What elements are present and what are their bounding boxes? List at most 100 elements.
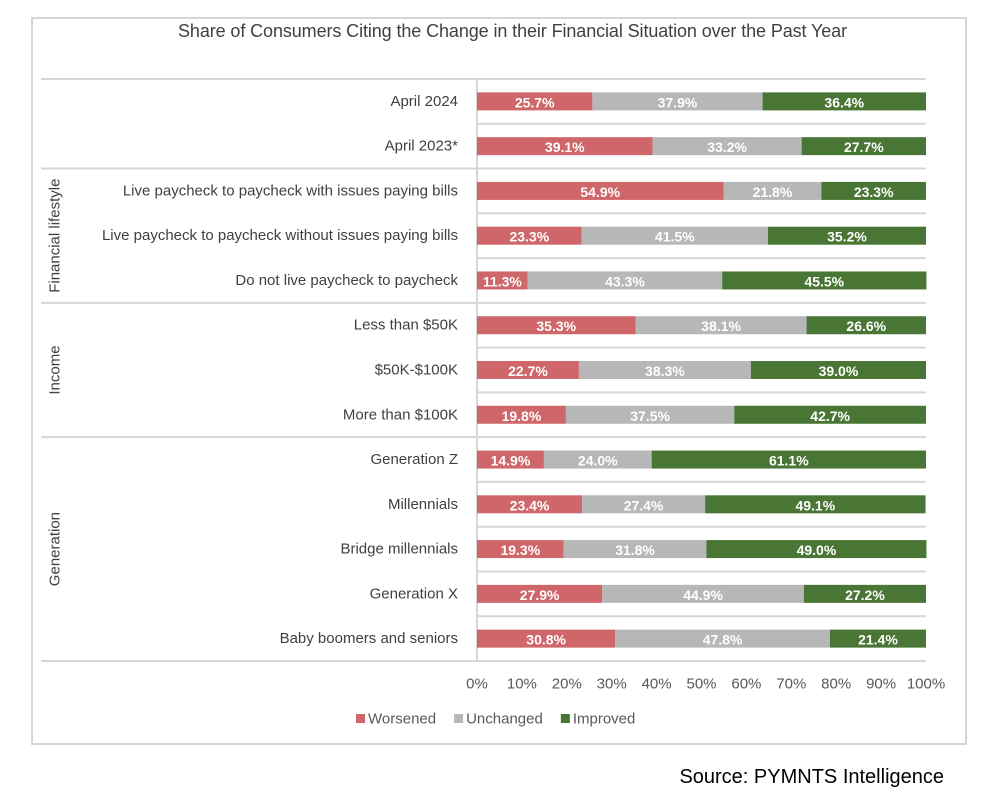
legend-swatch-unchanged [454,714,464,724]
bar-segment-worsened [477,92,593,111]
category-label: More than $100K [343,406,458,423]
x-tick-label: 10% [507,676,537,693]
data-label: 27.7% [844,139,884,155]
data-label: 35.3% [536,318,576,334]
data-label: 25.7% [515,94,555,110]
bar-segment-unchanged [615,629,830,648]
x-tick-label: 0% [466,676,488,693]
bar-segment-unchanged [652,137,802,156]
x-tick-label: 20% [552,676,582,693]
bar-segment-improved [706,540,927,559]
bar-segment-unchanged [592,92,763,111]
data-label: 39.0% [819,363,859,379]
group-label-financial-lifestyle: Financial lifestyle [47,179,64,293]
data-label: 23.4% [510,497,550,513]
data-label: 23.3% [854,184,894,200]
data-label: 27.9% [520,587,560,603]
data-label: 49.0% [797,542,837,558]
bar-segment-unchanged [635,316,807,335]
bar-segment-unchanged [581,226,768,245]
category-label: Baby boomers and seniors [280,630,458,647]
data-label: 30.8% [526,632,566,648]
data-label: 37.9% [658,94,698,110]
legend-label-improved: Improved [573,711,636,728]
bar-segment-improved [705,495,926,514]
data-label: 11.3% [483,273,522,289]
bar-segment-improved [762,92,926,111]
legend-label-worsened: Worsened [368,711,436,728]
legend-label-unchanged: Unchanged [466,711,543,728]
bar-segment-improved [651,450,926,469]
data-label: 38.3% [645,363,685,379]
bar-segment-worsened [477,495,583,514]
category-label: Generation X [370,585,458,602]
data-label: 42.7% [810,408,850,424]
bar-segment-unchanged [527,271,723,290]
bar-segment-unchanged [563,540,707,559]
data-label: 36.4% [824,94,864,110]
bar-segment-improved [821,181,926,200]
data-label: 35.2% [827,229,867,245]
data-label: 24.0% [578,453,618,469]
data-label: 31.8% [615,542,655,558]
bar-segment-improved [803,584,926,603]
bar-segment-unchanged [602,584,804,603]
data-label: 47.8% [703,632,743,648]
bar-segment-improved [801,137,926,156]
bar-segment-improved [750,361,926,380]
bar-segment-improved [829,629,926,648]
data-label: 37.5% [630,408,670,424]
category-label: Live paycheck to paycheck without issues… [102,227,458,244]
data-label: 49.1% [795,497,835,513]
category-label: $50K-$100K [375,362,458,379]
data-label: 14.9% [491,453,531,469]
x-tick-label: 30% [597,676,627,693]
bar-segment-worsened [477,361,579,380]
data-label: 23.3% [509,229,549,245]
bar-segment-improved [767,226,926,245]
data-label: 21.4% [858,632,898,648]
bar-segment-improved [806,316,926,335]
data-label: 41.5% [655,229,695,245]
data-label: 44.9% [683,587,723,603]
category-label: April 2023* [385,138,459,155]
data-label: 54.9% [580,184,620,200]
data-label: 22.7% [508,363,548,379]
data-label: 38.1% [701,318,741,334]
data-label: 27.4% [624,497,664,513]
bar-segment-unchanged [543,450,652,469]
category-label: Bridge millennials [340,541,458,558]
chart-title: Share of Consumers Citing the Change in … [178,21,847,41]
bar-segment-unchanged [723,181,822,200]
category-label: Less than $50K [354,317,458,334]
category-label: Live paycheck to paycheck with issues pa… [123,182,458,199]
bar-segment-worsened [477,181,724,200]
data-label: 45.5% [804,273,844,289]
bar-segment-worsened [477,271,528,290]
bar-segment-worsened [477,450,544,469]
x-tick-label: 100% [907,676,945,693]
bar-segment-unchanged [578,361,751,380]
category-label: Millennials [388,496,458,513]
x-tick-label: 60% [731,676,761,693]
data-label: 61.1% [769,453,809,469]
bar-segment-worsened [477,629,616,648]
category-label: April 2024 [390,93,458,110]
data-label: 19.3% [500,542,540,558]
data-label: 21.8% [753,184,793,200]
x-tick-label: 90% [866,676,896,693]
bar-segment-worsened [477,540,564,559]
bar-segment-worsened [477,226,582,245]
data-label: 43.3% [605,273,645,289]
data-label: 33.2% [707,139,747,155]
data-label: 19.8% [502,408,542,424]
data-label: 27.2% [845,587,885,603]
x-tick-label: 40% [642,676,672,693]
x-tick-label: 80% [821,676,851,693]
bar-segment-improved [722,271,927,290]
legend-swatch-worsened [356,714,365,724]
data-label: 26.6% [846,318,886,334]
bar-segment-worsened [477,316,636,335]
group-label-generation: Generation [47,512,64,586]
